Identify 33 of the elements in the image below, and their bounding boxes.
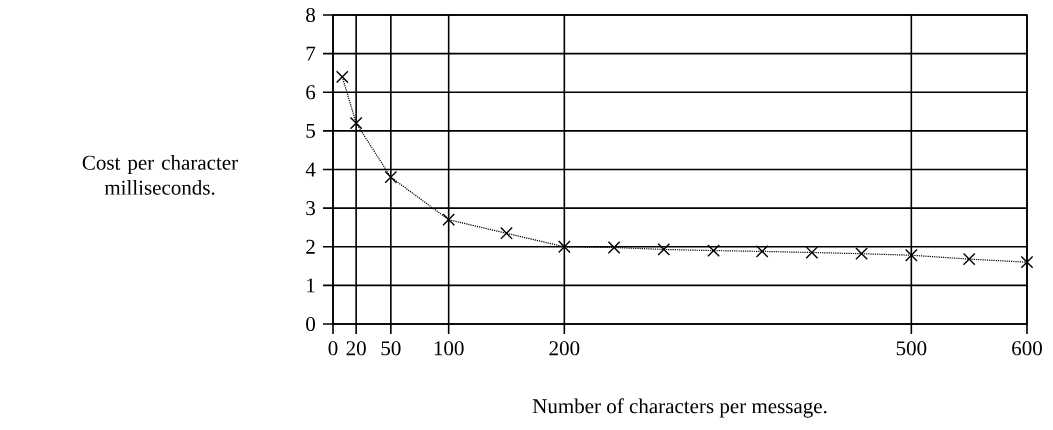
x-tick-label: 20 [346, 341, 366, 356]
point [805, 246, 819, 259]
x-axis-title: Number of characters per message. [532, 398, 827, 418]
point [962, 252, 976, 266]
y-tick-label: 0 [306, 316, 316, 332]
y-tick-label: 4 [305, 162, 316, 177]
x-tick-label: 50 [381, 341, 401, 356]
point [755, 245, 769, 258]
y-tick-label: 7 [306, 46, 316, 61]
y-tick-label: 5 [306, 123, 315, 138]
x-tick-label: 600 [1012, 341, 1042, 356]
x-tick-label: 500 [896, 341, 927, 356]
point [349, 116, 363, 130]
point [335, 70, 349, 84]
x-tick-label: 200 [549, 341, 580, 356]
y-axis-title: Cost per character milliseconds. [82, 155, 238, 195]
point [904, 248, 918, 262]
point [657, 243, 671, 256]
point [855, 247, 868, 261]
x-tick-label: 100 [434, 341, 464, 356]
y-tick-label: 2 [306, 239, 315, 254]
point [557, 240, 571, 254]
point [384, 170, 398, 184]
y-tick-label: 6 [306, 85, 316, 100]
point [1020, 255, 1034, 269]
point [442, 213, 456, 227]
x-tick-label: 0 [328, 341, 338, 356]
point [500, 226, 513, 240]
y-tick-label: 8 [306, 7, 316, 23]
y-tick-label: 3 [306, 201, 315, 216]
point [607, 241, 621, 254]
y-tick-label: 1 [307, 278, 315, 293]
point [707, 244, 720, 257]
